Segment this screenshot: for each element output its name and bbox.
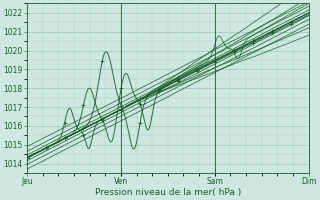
- X-axis label: Pression niveau de la mer( hPa ): Pression niveau de la mer( hPa ): [95, 188, 241, 197]
